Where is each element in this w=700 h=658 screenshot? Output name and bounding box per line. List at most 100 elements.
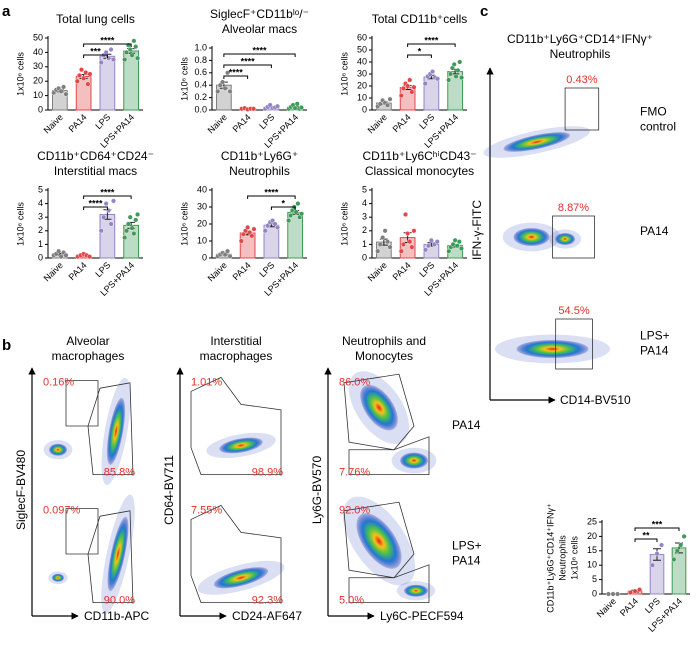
gate-percentage: 86.0% — [339, 377, 370, 389]
data-point — [222, 252, 228, 258]
column-title: macrophages — [52, 349, 125, 363]
data-point — [452, 237, 458, 243]
gate — [190, 504, 282, 603]
data-point — [262, 228, 268, 234]
column-title: Neutrophils and — [342, 334, 426, 348]
x-axis-label: CD24-AF647 — [232, 609, 302, 623]
y-tick-label: 10 — [587, 560, 597, 570]
panel-title: CD11b⁺Ly6G⁺CD14⁺IFNγ⁺ — [507, 32, 653, 46]
row-label: PA14 — [640, 344, 669, 358]
data-point — [385, 102, 391, 108]
x-tick-label: PA14 — [231, 112, 253, 134]
data-point — [425, 243, 431, 249]
gate — [65, 380, 99, 427]
data-point — [448, 71, 454, 77]
data-point — [220, 79, 226, 85]
x-tick-label: PA14 — [618, 596, 640, 618]
data-point — [387, 96, 393, 102]
chart-title: Total lung cells — [56, 12, 135, 26]
gate-percentage: 0.16% — [43, 377, 74, 389]
gate — [343, 501, 415, 579]
x-tick-label: LPS — [417, 112, 436, 131]
y-tick-label: 30 — [33, 61, 43, 71]
data-point — [405, 231, 411, 237]
data-point — [450, 241, 456, 247]
column-title: macrophages — [200, 349, 273, 363]
data-point — [131, 38, 137, 44]
density-blob — [107, 516, 129, 592]
chart-title: Neutrophils — [229, 164, 290, 178]
y-axis-label: 1x10⁶ cells — [179, 57, 189, 101]
y-axis-label: IFN-γ-FITC — [470, 200, 484, 260]
density-blob — [513, 228, 550, 246]
y-tick-label: 40 — [33, 47, 43, 57]
gate — [87, 382, 134, 476]
x-tick-label: Naive — [595, 596, 618, 619]
y-tick-label: 10 — [33, 90, 43, 100]
data-point — [385, 239, 391, 245]
significance-label: ** — [642, 530, 650, 540]
data-point — [131, 231, 137, 237]
data-point — [286, 218, 292, 224]
y-tick-label: 0 — [362, 104, 367, 114]
density-blob — [516, 340, 589, 358]
data-point — [63, 252, 69, 258]
data-point — [407, 239, 413, 245]
significance-label: **** — [252, 45, 267, 55]
significance-label: **** — [264, 187, 279, 197]
y-tick-label: 0.2 — [194, 92, 207, 102]
gate — [555, 318, 593, 370]
column-title: Monocytes — [355, 349, 413, 363]
gate-percentage: 0.097% — [43, 505, 81, 517]
data-point — [400, 85, 406, 91]
y-tick-label: 20 — [587, 531, 597, 541]
chart-title: CD11b⁺CD64⁺CD24⁻ — [37, 149, 154, 163]
panel-label: b — [2, 337, 11, 354]
gate-percentage: 85.8% — [104, 466, 135, 478]
significance-label: **** — [229, 67, 244, 77]
significance-bracket — [83, 43, 132, 47]
significance-bracket — [83, 54, 108, 58]
x-tick-label: PA14 — [67, 260, 89, 282]
data-point — [275, 103, 281, 109]
y-axis-label: Ly6G-BV570 — [310, 456, 324, 525]
significance-bracket — [83, 206, 108, 210]
data-point — [455, 67, 461, 73]
panel-title: Neutrophils — [550, 47, 611, 61]
y-tick-label: 0 — [202, 252, 207, 262]
data-point — [251, 106, 257, 112]
gate — [87, 510, 134, 603]
significance-label: **** — [241, 56, 256, 66]
y-tick-label: 40 — [357, 56, 367, 66]
x-tick-label: Naive — [42, 260, 65, 283]
y-axis-label: 1x10⁶ cells — [15, 52, 25, 96]
data-point — [380, 235, 386, 241]
data-point — [87, 71, 93, 77]
data-point — [454, 243, 460, 249]
data-point — [249, 233, 255, 239]
data-point — [275, 224, 281, 230]
significance-bracket — [634, 527, 680, 531]
chart-title: CD11b⁺Ly6CʰⁱCD43⁻ — [362, 149, 476, 163]
gate-percentage: 98.9% — [252, 466, 283, 478]
chart-title: SiglecF⁺CD11bˡᵒ/⁻ — [210, 7, 309, 21]
data-point — [294, 101, 300, 107]
panel-label: c — [480, 3, 488, 20]
row-label: PA14 — [452, 554, 481, 568]
data-point — [435, 76, 441, 82]
column-title: Alveolar — [66, 334, 109, 348]
significance-label: *** — [90, 46, 101, 56]
gate — [343, 373, 415, 451]
data-point — [122, 235, 128, 241]
data-point — [58, 254, 64, 260]
data-point — [225, 248, 231, 254]
density-blob — [106, 397, 126, 465]
x-tick-label: Naive — [42, 112, 65, 135]
bar — [671, 547, 687, 595]
gate — [348, 564, 430, 603]
y-axis-label: 1x10⁶ cells — [569, 536, 579, 580]
data-point — [456, 239, 462, 245]
y-tick-label: 40 — [197, 184, 207, 194]
data-point — [654, 551, 660, 557]
data-point — [403, 211, 409, 217]
